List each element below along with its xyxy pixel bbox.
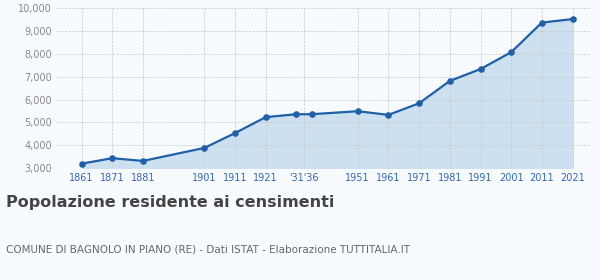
Point	[77, 162, 86, 166]
Point	[353, 109, 362, 113]
Point	[415, 101, 424, 106]
Point	[200, 146, 209, 150]
Point	[445, 79, 455, 83]
Point	[506, 50, 516, 54]
Point	[138, 159, 148, 163]
Text: Popolazione residente ai censimenti: Popolazione residente ai censimenti	[6, 195, 334, 210]
Point	[476, 67, 485, 71]
Point	[307, 112, 317, 116]
Point	[568, 17, 577, 21]
Point	[292, 112, 301, 116]
Point	[537, 20, 547, 25]
Point	[107, 156, 117, 160]
Text: COMUNE DI BAGNOLO IN PIANO (RE) - Dati ISTAT - Elaborazione TUTTITALIA.IT: COMUNE DI BAGNOLO IN PIANO (RE) - Dati I…	[6, 244, 410, 254]
Point	[383, 113, 393, 117]
Point	[261, 115, 271, 119]
Point	[230, 131, 240, 135]
